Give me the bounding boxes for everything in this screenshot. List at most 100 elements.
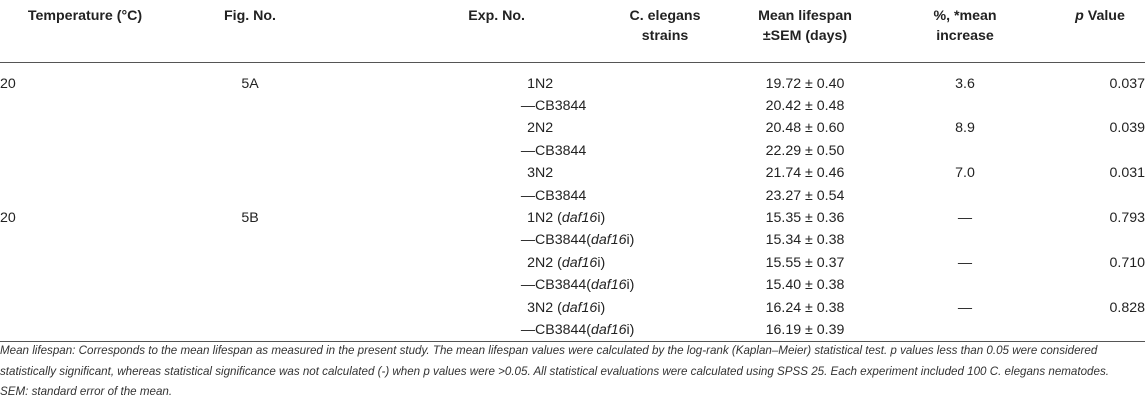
table-row: 20 5B 1 N2 (daf16i) 15.35 ± 0.36 — 0.793 — [0, 207, 1145, 229]
temp-cell — [0, 297, 170, 319]
increase-cell: 8.9 — [955, 120, 975, 137]
header-p-value: p Value — [1055, 0, 1145, 63]
temp-cell — [0, 229, 170, 251]
exp-cell: — — [520, 97, 535, 114]
strain-name: N2 — [535, 75, 554, 92]
mean-cell: 22.29 ± 0.50 — [765, 142, 845, 159]
fig-cell — [170, 117, 330, 139]
fig-cell — [170, 274, 330, 296]
temp-cell — [0, 252, 170, 274]
mean-cell: 15.40 ± 0.38 — [765, 277, 845, 294]
p-cell: 0.039 — [1109, 120, 1145, 137]
exp-cell: 1 — [527, 209, 535, 226]
increase-cell — [875, 95, 1055, 117]
p-cell — [1055, 274, 1145, 296]
exp-cell: — — [520, 232, 535, 249]
p-cell — [1055, 185, 1145, 207]
header-mean-lifespan: Mean lifespan ±SEM (days) — [735, 0, 875, 63]
temp-cell: 20 — [0, 75, 16, 92]
p-cell — [1055, 140, 1145, 162]
strain-cell: N2 (daf16i) — [535, 297, 735, 319]
p-cell: 0.828 — [1109, 299, 1145, 316]
strain-gene: daf16 — [561, 299, 598, 316]
exp-cell: 3 — [527, 299, 535, 316]
mean-cell: 20.42 ± 0.48 — [765, 97, 845, 114]
strain-name: CB3844( — [535, 277, 591, 294]
strain-gene: daf16 — [591, 277, 627, 294]
strain-gene: daf16 — [591, 321, 627, 338]
increase-cell — [875, 185, 1055, 207]
strain-name: CB3844 — [535, 142, 587, 159]
p-cell: 0.031 — [1109, 165, 1145, 182]
table-row: 20 5A 1 N2 19.72 ± 0.40 3.6 0.037 — [0, 73, 1145, 95]
strain-suffix: i) — [597, 299, 606, 316]
header-mean-increase: %, *mean increase — [875, 0, 1055, 63]
strain-suffix: i) — [597, 254, 606, 271]
mean-cell: 15.34 ± 0.38 — [765, 232, 845, 249]
temp-cell — [0, 185, 170, 207]
temp-cell — [0, 274, 170, 296]
temp-cell — [0, 95, 170, 117]
table-row: — CB3844(daf16i) 15.34 ± 0.38 — [0, 229, 1145, 251]
mean-cell: 16.19 ± 0.39 — [735, 318, 875, 343]
table-row: — CB3844 23.27 ± 0.54 — [0, 185, 1145, 207]
lifespan-table: Temperature (°C) Fig. No. Exp. No. C. el… — [0, 0, 1145, 343]
mean-cell: 15.35 ± 0.36 — [765, 209, 845, 226]
strain-cell: CB3844 — [535, 140, 735, 162]
table-row: 2 N2 (daf16i) 15.55 ± 0.37 — 0.710 — [0, 252, 1145, 274]
temp-cell — [0, 318, 170, 343]
fig-cell — [170, 229, 330, 251]
strain-gene: daf16 — [561, 254, 598, 271]
header-strains: C. elegans strains — [535, 0, 735, 63]
strain-cell: CB3844(daf16i) — [535, 274, 735, 296]
exp-cell: 3 — [527, 165, 535, 182]
exp-cell: — — [520, 142, 535, 159]
table-row: 3 N2 (daf16i) 16.24 ± 0.38 — 0.828 — [0, 297, 1145, 319]
mean-cell: 15.55 ± 0.37 — [765, 254, 845, 271]
fig-cell — [170, 318, 330, 343]
table-row: 3 N2 21.74 ± 0.46 7.0 0.031 — [0, 162, 1145, 184]
strain-name: N2 ( — [535, 209, 562, 226]
p-cell: 0.710 — [1109, 254, 1145, 271]
temp-cell — [0, 162, 170, 184]
fig-cell — [170, 95, 330, 117]
exp-cell: — — [520, 187, 535, 204]
strain-name: N2 — [535, 165, 554, 182]
increase-cell: — — [957, 209, 973, 226]
temp-cell — [0, 140, 170, 162]
strain-name: CB3844 — [535, 187, 587, 204]
exp-cell: 2 — [527, 254, 535, 271]
table-row: 2 N2 20.48 ± 0.60 8.9 0.039 — [0, 117, 1145, 139]
strain-cell: CB3844 — [535, 185, 735, 207]
strain-suffix: i) — [626, 232, 635, 249]
strain-cell: N2 — [535, 73, 735, 95]
p-cell — [1055, 95, 1145, 117]
header-fig-no: Fig. No. — [170, 0, 330, 63]
strain-name: CB3844( — [535, 321, 591, 338]
exp-cell: — — [330, 318, 535, 343]
header-exp-no: Exp. No. — [330, 0, 535, 63]
fig-cell — [170, 140, 330, 162]
fig-cell — [170, 162, 330, 184]
p-cell — [1055, 229, 1145, 251]
increase-cell: 3.6 — [955, 75, 975, 92]
strain-name: N2 ( — [535, 299, 562, 316]
header-temperature: Temperature (°C) — [0, 0, 170, 63]
fig-cell: 5A — [241, 75, 259, 92]
mean-cell: 21.74 ± 0.46 — [765, 165, 845, 182]
strain-cell: N2 (daf16i) — [535, 252, 735, 274]
p-cell — [1055, 318, 1145, 343]
table-row: — CB3844 20.42 ± 0.48 — [0, 95, 1145, 117]
strain-name: N2 ( — [535, 254, 562, 271]
strain-suffix: i) — [597, 209, 606, 226]
increase-cell: — — [957, 254, 973, 271]
strain-cell: CB3844(daf16i) — [535, 229, 735, 251]
strain-suffix: i) — [626, 321, 635, 338]
fig-cell: 5B — [241, 209, 259, 226]
increase-cell — [875, 274, 1055, 296]
strain-gene: daf16 — [561, 209, 598, 226]
increase-cell — [875, 229, 1055, 251]
table-body: 20 5A 1 N2 19.72 ± 0.40 3.6 0.037— CB3844 20.42 … — [0, 62, 1145, 343]
table-row: — CB3844(daf16i) 15.40 ± 0.38 — [0, 274, 1145, 296]
